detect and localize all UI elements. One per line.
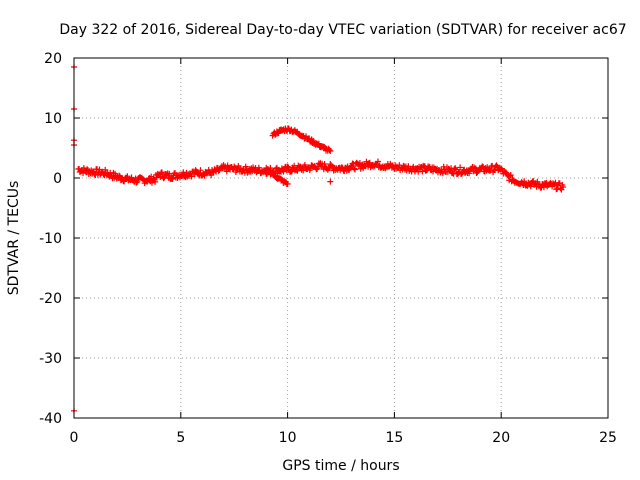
data-point	[449, 169, 456, 176]
data-point	[351, 165, 358, 172]
data-point	[326, 147, 333, 154]
data-point	[453, 166, 460, 173]
data-point	[197, 167, 204, 174]
data-point	[560, 184, 567, 190]
y-tick-label: -10	[39, 231, 62, 247]
data-point	[540, 184, 547, 191]
data-point	[457, 164, 464, 171]
data-point	[327, 148, 334, 154]
x-axis-label: GPS time / hours	[282, 458, 399, 474]
x-tick-label: 25	[599, 430, 617, 446]
data-point	[169, 175, 176, 182]
data-point	[466, 170, 473, 177]
data-point	[419, 168, 426, 175]
x-tick-label: 15	[385, 430, 403, 446]
y-axis-label: SDTVAR / TECUs	[6, 181, 22, 296]
data-point	[351, 166, 358, 173]
grid-lines	[74, 58, 608, 418]
data-point	[102, 166, 109, 173]
x-tick-label: 0	[70, 430, 79, 446]
data-point	[275, 130, 282, 137]
data-point	[223, 168, 230, 175]
data-point	[284, 163, 291, 170]
chart-title: Day 322 of 2016, Sidereal Day-to-day VTE…	[59, 22, 626, 38]
x-tick-label: 5	[176, 430, 185, 446]
y-tick-label: -30	[39, 351, 62, 367]
data-point	[554, 185, 561, 192]
y-tick-label: -20	[39, 291, 62, 307]
data-point	[150, 175, 157, 182]
data-point	[288, 168, 295, 175]
y-tick-label: 20	[44, 51, 62, 67]
data-point	[188, 173, 195, 180]
data-point	[133, 179, 140, 186]
data-point	[242, 163, 249, 170]
data-point	[294, 167, 301, 174]
data-point	[458, 170, 465, 177]
data-point	[91, 171, 98, 178]
data-point	[507, 172, 514, 179]
y-tick-label: 10	[44, 111, 62, 127]
data-point	[527, 183, 534, 190]
data-point	[134, 178, 141, 185]
data-point	[116, 172, 123, 179]
y-tick-label: 0	[53, 171, 62, 187]
data-point	[152, 178, 159, 185]
data-point	[284, 181, 291, 187]
y-tick-label: -40	[39, 411, 62, 427]
data-point	[521, 178, 528, 185]
x-tick-label: 10	[279, 430, 297, 446]
data-point	[300, 167, 307, 174]
axis-ticks: 0 5 10 15 20 25 -40 -30 -20 -10 0 10 20	[39, 51, 617, 446]
data-point	[158, 169, 165, 176]
data-marks	[71, 64, 567, 414]
data-point	[327, 178, 334, 185]
data-point	[374, 158, 381, 165]
data-point	[180, 169, 187, 176]
data-point	[321, 160, 328, 167]
data-point	[280, 168, 287, 175]
data-point	[507, 172, 514, 179]
x-tick-label: 20	[492, 430, 510, 446]
data-point	[124, 173, 131, 180]
